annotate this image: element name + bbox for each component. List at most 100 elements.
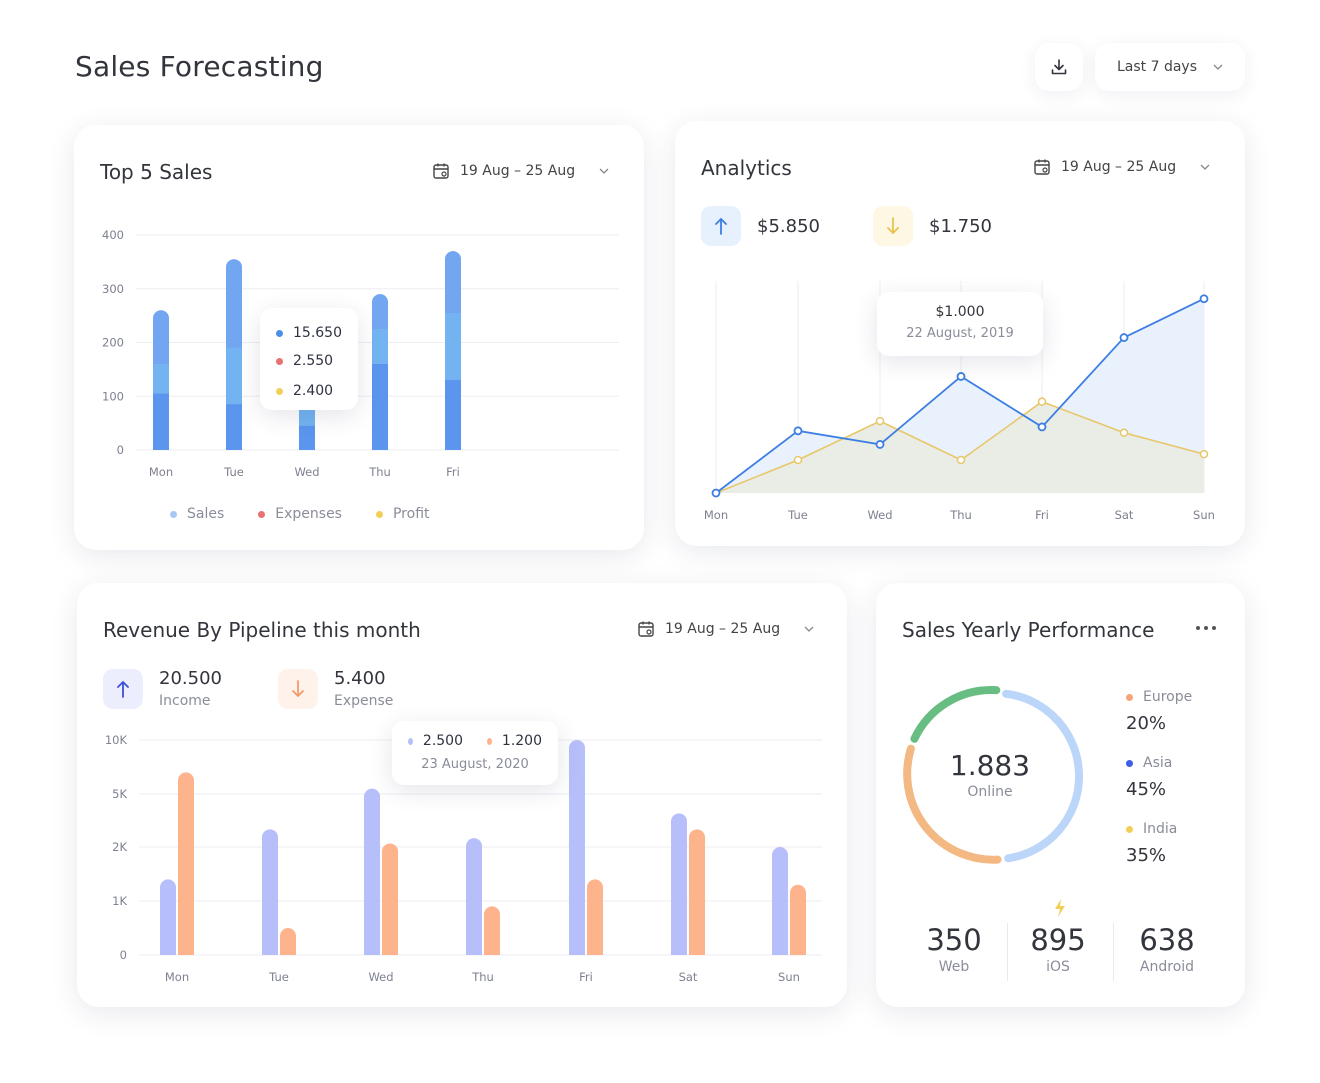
income-value: 20.500 — [159, 668, 222, 689]
bar-income — [772, 847, 788, 955]
legend-label: Profit — [392, 506, 430, 522]
analytics-tooltip-value: $1.000 — [935, 304, 985, 320]
platform-value: 350 — [926, 923, 982, 957]
analytics-chart: Mon Tue Wed Thu Fri Sat Sun — [704, 281, 1215, 522]
sales-dot — [276, 329, 283, 337]
bar-sales-top — [445, 251, 461, 313]
legend-label: Sales — [187, 506, 225, 522]
x-tick-label: Tue — [787, 508, 808, 522]
donut-center-label: Online — [967, 784, 1013, 800]
point-yellow — [956, 455, 966, 465]
yearly-title: Sales Yearly Performance — [902, 618, 1155, 642]
analytics-up-value: $5.850 — [757, 216, 820, 237]
analytics-date-label: 19 Aug – 25 Aug — [1061, 159, 1177, 175]
top-sales-title: Top 5 Sales — [100, 160, 213, 184]
divider — [1007, 923, 1008, 981]
platform-android: 638 Android — [1117, 923, 1217, 975]
region-dot — [1126, 825, 1133, 833]
region-label: Europe — [1143, 689, 1193, 705]
tooltip-sales-value: 15.650 — [293, 325, 342, 341]
x-tick-label: Tue — [223, 465, 244, 479]
bar-profit — [153, 393, 169, 450]
platform-ios: 895 iOS — [1008, 923, 1108, 975]
x-tick-label: Wed — [867, 508, 892, 522]
revenue-date-picker[interactable]: 19 Aug – 25 Aug — [637, 620, 814, 638]
revenue-chart: 0 1K 2K 5K 10K Mon Tue Wed Thu Fri Sat Sun — [105, 733, 822, 984]
legend-label: Expenses — [275, 506, 342, 522]
legend-dot — [170, 510, 177, 518]
donut-center-value: 1.883 — [949, 749, 1031, 782]
x-tick-label: Mon — [165, 970, 189, 984]
platform-label: Android — [1139, 959, 1195, 975]
page-title: Sales Forecasting — [75, 50, 324, 83]
region-value: 20% — [1126, 713, 1167, 734]
download-button[interactable] — [1034, 43, 1083, 91]
x-tick-label: Fri — [579, 970, 593, 984]
point-blue — [875, 440, 885, 449]
x-tick-label: Thu — [471, 970, 494, 984]
revenue-tooltip-a: 2.500 — [422, 733, 463, 749]
arrow-down-icon — [292, 680, 304, 698]
platform-value: 895 — [1030, 923, 1086, 957]
revenue-date-label: 19 Aug – 25 Aug — [665, 621, 781, 637]
point-yellow — [1199, 449, 1209, 459]
x-tick-label: Mon — [704, 508, 728, 522]
platform-value: 638 — [1139, 923, 1195, 957]
x-tick-label: Wed — [368, 970, 393, 984]
revenue-card: Revenue By Pipeline this month 19 Aug – … — [77, 583, 847, 1007]
bar-expense — [280, 928, 296, 955]
tooltip-expenses-value: 2.550 — [293, 353, 334, 369]
point-blue — [1199, 294, 1209, 304]
range-select[interactable]: Last 7 days — [1094, 43, 1245, 91]
donut-segment-orange — [903, 744, 1002, 864]
x-tick-label: Wed — [294, 465, 319, 479]
analytics-date-picker[interactable]: 19 Aug – 25 Aug — [1033, 158, 1210, 176]
region-asia: Asia 45% — [1126, 755, 1172, 800]
divider — [1113, 923, 1114, 981]
platform-web: 350 Web — [904, 923, 1004, 975]
legend-dot — [258, 510, 266, 518]
tooltip-expenses-row: 2.550 — [276, 346, 342, 376]
download-icon — [1051, 59, 1067, 75]
bar-income — [466, 838, 482, 955]
tooltip-profit-value: 2.400 — [293, 383, 334, 399]
legend-item-sales[interactable]: Sales — [170, 506, 224, 522]
bar-expense — [382, 843, 398, 955]
bar-expense — [178, 772, 194, 955]
point-yellow — [875, 416, 885, 426]
revenue-tooltip-b: 1.200 — [501, 733, 542, 749]
point-blue — [793, 426, 803, 436]
expense-chip — [278, 669, 318, 709]
top-sales-legend: Sales Expenses Profit — [170, 506, 430, 522]
region-name: India — [1126, 821, 1177, 837]
bar-profit — [299, 425, 315, 450]
expense-dot — [487, 737, 492, 745]
top-sales-date-picker[interactable]: 19 Aug – 25 Aug — [432, 162, 609, 180]
donut-segment-blue — [1002, 689, 1084, 863]
y-tick-label: 2K — [112, 840, 127, 854]
y-tick-label: 400 — [102, 228, 124, 242]
region-dot — [1126, 759, 1133, 767]
analytics-down-chip — [873, 206, 913, 246]
bar-sales-top — [153, 310, 169, 364]
bar-income — [569, 740, 585, 955]
x-tick-label: Sat — [679, 970, 698, 984]
bar-expense — [587, 879, 603, 955]
region-label: India — [1143, 821, 1178, 837]
revenue-title: Revenue By Pipeline this month — [103, 618, 421, 642]
analytics-tooltip-date: 22 August, 2019 — [906, 326, 1014, 341]
region-value: 35% — [1126, 845, 1167, 866]
bar-income — [262, 829, 278, 955]
top-sales-chart: 0 100 200 300 400 Mon Tue Wed Thu Fri — [102, 228, 619, 479]
legend-item-profit[interactable]: Profit — [375, 506, 430, 522]
top-sales-card: Top 5 Sales 19 Aug – 25 Aug 0 100 200 300 40… — [74, 125, 644, 550]
legend-item-expenses[interactable]: Expenses — [258, 506, 342, 522]
tooltip-profit-row: 2.400 — [276, 376, 342, 406]
x-tick-label: Sat — [1115, 508, 1134, 522]
more-options-button[interactable] — [1196, 621, 1222, 635]
revenue-tooltip-date: 23 August, 2020 — [421, 757, 529, 772]
range-select-label: Last 7 days — [1116, 59, 1197, 75]
arrow-down-icon — [887, 217, 899, 235]
income-chip — [103, 669, 143, 709]
point-blue — [711, 488, 721, 498]
